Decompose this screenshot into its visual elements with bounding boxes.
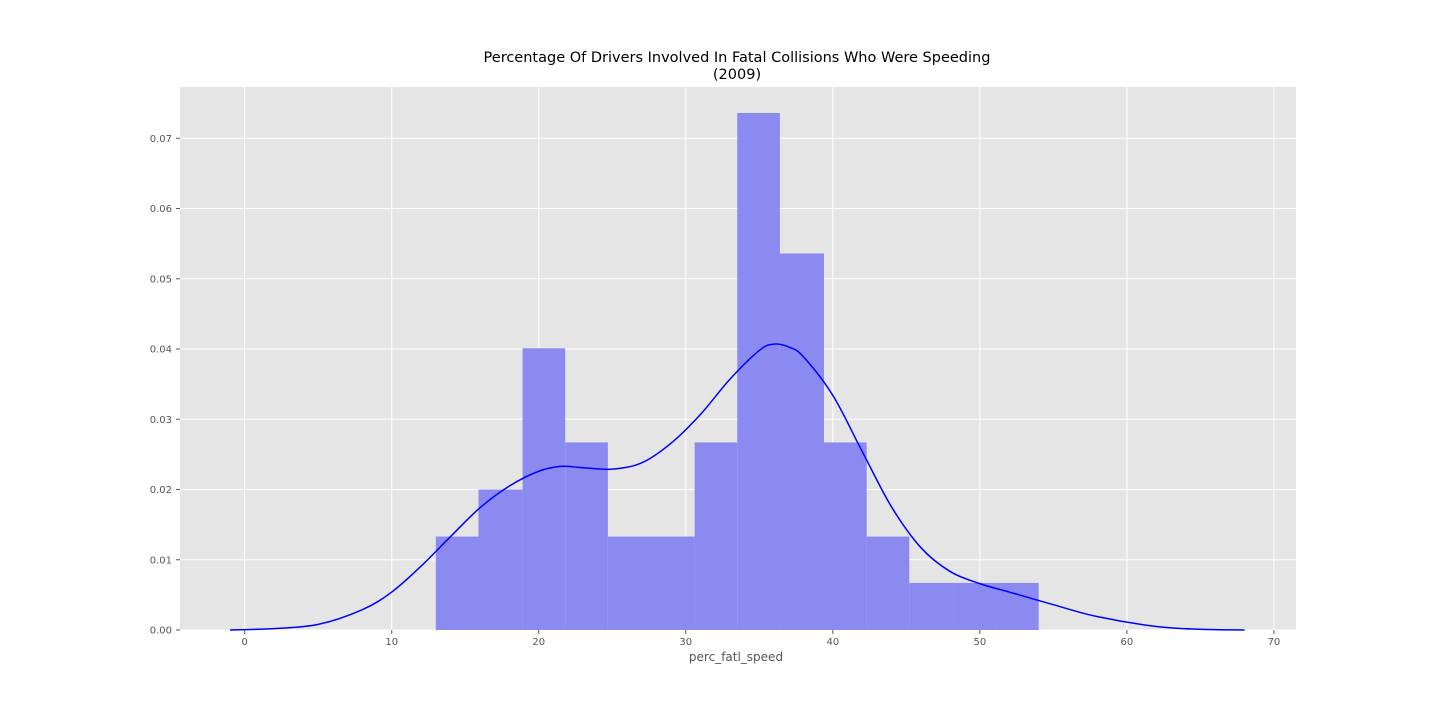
- y-tick-label: 0.02: [150, 485, 172, 496]
- chart-subtitle: (2009): [712, 67, 762, 83]
- histogram-bar: [779, 253, 825, 630]
- histogram-bar: [651, 536, 695, 630]
- x-axis-label: perc_fatl_speed: [689, 650, 783, 664]
- histogram-bar: [866, 536, 910, 630]
- y-tick-label: 0.06: [150, 204, 172, 215]
- x-tick-label: 50: [974, 637, 987, 648]
- y-tick-label: 0.07: [150, 134, 172, 145]
- y-tick-label: 0.00: [150, 626, 172, 637]
- x-tick-label: 60: [1121, 637, 1134, 648]
- x-tick-label: 0: [242, 637, 248, 648]
- histogram-bar: [478, 489, 523, 630]
- x-tick-label: 30: [679, 637, 692, 648]
- histogram-bar: [435, 536, 479, 630]
- y-tick-label: 0.03: [150, 415, 172, 426]
- histogram-bar: [522, 348, 566, 630]
- histogram-bar: [565, 442, 608, 630]
- histogram-bar: [909, 582, 954, 630]
- kde-line: [229, 343, 1245, 631]
- x-tick-label: 70: [1268, 637, 1281, 648]
- histogram-bar: [824, 442, 867, 630]
- y-tick-label: 0.01: [150, 555, 172, 566]
- y-tick-label: 0.05: [150, 274, 172, 285]
- y-tick-label: 0.04: [150, 345, 172, 356]
- histogram-bar: [607, 536, 652, 630]
- histogram-bar: [737, 112, 780, 630]
- x-tick-label: 10: [385, 637, 398, 648]
- histogram-bar: [694, 442, 738, 630]
- x-tick-label: 20: [532, 637, 545, 648]
- chart-title: Percentage Of Drivers Involved In Fatal …: [483, 50, 991, 66]
- histogram-bar: [953, 582, 997, 630]
- x-tick-label: 40: [826, 637, 839, 648]
